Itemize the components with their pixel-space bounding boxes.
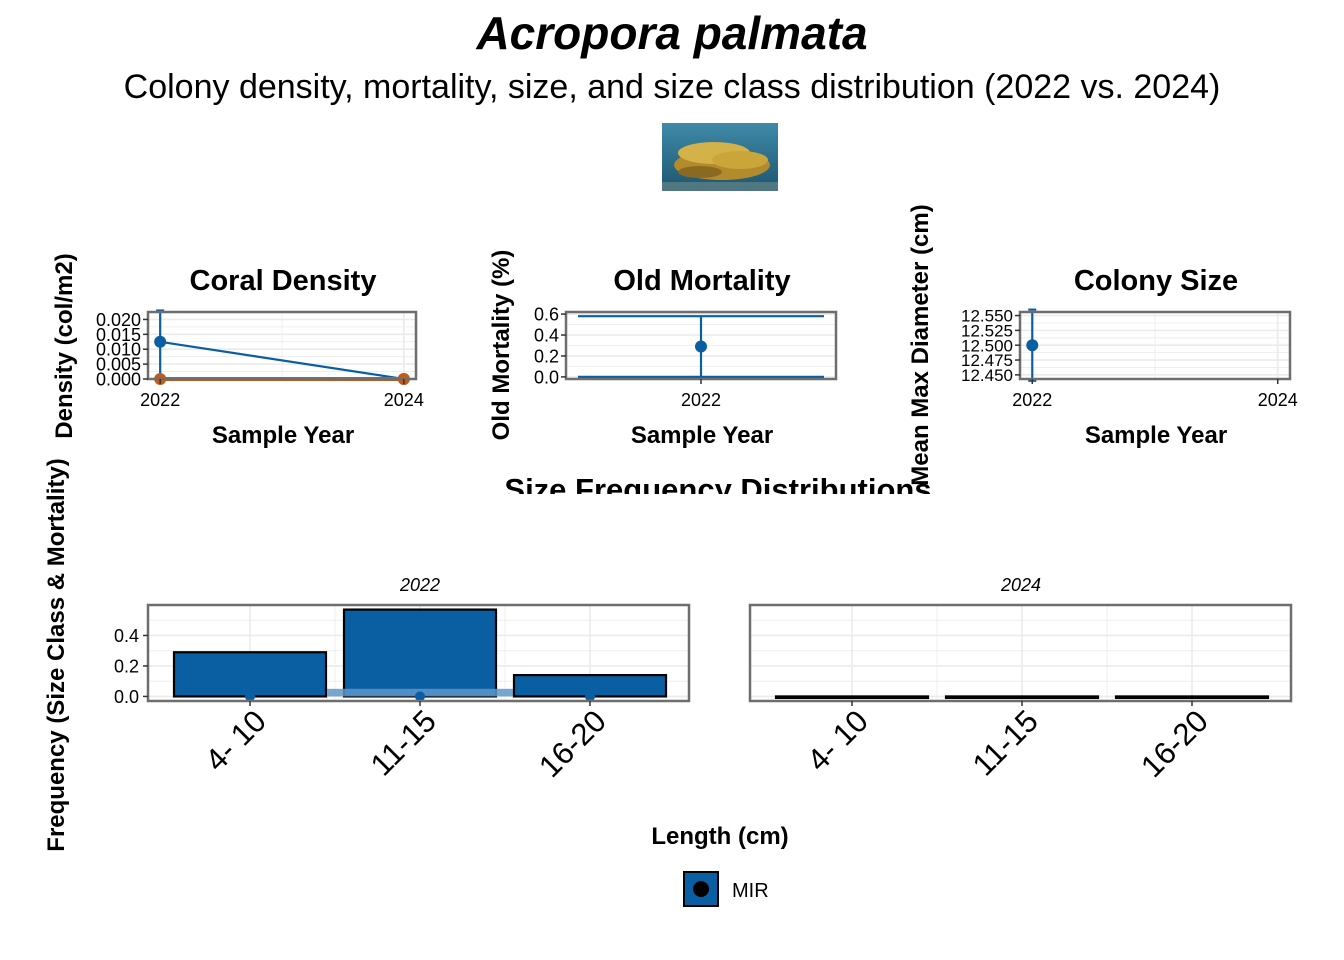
data-point bbox=[1026, 339, 1039, 352]
y-tick-label: 12.500 bbox=[961, 336, 1013, 355]
y-tick-label: 0.2 bbox=[114, 656, 139, 676]
bar bbox=[342, 608, 498, 698]
data-point bbox=[245, 691, 255, 702]
x-category-label: 11-15 bbox=[966, 703, 1045, 782]
panel-colony-size: Colony Size 12.45012.47512.50012.52512.5… bbox=[907, 204, 1298, 485]
colony-size-grid bbox=[1020, 312, 1290, 379]
size-frequency-x-title: Length (cm) bbox=[651, 823, 788, 850]
panel-size-frequency: 2022 2024 0.00.20.4 4- 10 11-15 16-20 4- 10… bbox=[43, 458, 1293, 852]
x-tick-label: 2024 bbox=[384, 390, 424, 410]
x-category-label: 16-20 bbox=[1134, 703, 1215, 784]
x-category-label: 11-15 bbox=[364, 703, 443, 782]
data-point bbox=[415, 691, 425, 702]
old-mortality-y-ticks: 0.00.20.40.6 bbox=[534, 305, 566, 387]
old-mortality-marks bbox=[578, 315, 824, 379]
coral-density-y-title: Density (col/m2) bbox=[51, 253, 78, 438]
coral-density-title: Coral Density bbox=[190, 265, 377, 297]
colony-size-x-ticks: 2022 2024 bbox=[1012, 379, 1298, 410]
old-mortality-x-ticks: 2022 bbox=[681, 379, 721, 410]
data-point bbox=[154, 335, 167, 348]
facet-label-2022: 2022 bbox=[399, 575, 440, 595]
bar bbox=[1114, 695, 1270, 700]
y-tick-label: 0.0 bbox=[114, 687, 139, 707]
colony-size-x-title: Sample Year bbox=[1085, 422, 1227, 449]
x-category-label: 4- 10 bbox=[198, 703, 273, 778]
x-category-label: 4- 10 bbox=[800, 703, 875, 778]
old-mortality-x-title: Sample Year bbox=[631, 422, 773, 449]
x-tick-label: 2022 bbox=[681, 390, 721, 410]
legend-label-mir: MIR bbox=[732, 880, 769, 902]
x-tick-label: 2024 bbox=[1258, 390, 1298, 410]
coral-density-x-ticks: 2022 2024 bbox=[140, 379, 424, 410]
series-line bbox=[160, 340, 404, 381]
facet-label-2024: 2024 bbox=[1000, 575, 1041, 595]
y-tick-label: 0.2 bbox=[534, 346, 559, 366]
y-tick-label: 12.475 bbox=[961, 351, 1013, 370]
old-mortality-title: Old Mortality bbox=[613, 265, 790, 297]
data-point bbox=[695, 340, 707, 353]
size-frequency-x-ticks: 4- 10 11-15 16-20 4- 10 11-15 16-20 bbox=[198, 701, 1215, 784]
bar bbox=[172, 651, 328, 698]
panel-coral-density: Coral Density 0.0000.0050.0100.0150.020 … bbox=[51, 253, 424, 449]
old-mortality-y-title: Old Mortality (%) bbox=[488, 250, 515, 441]
y-tick-label: 0.0 bbox=[534, 367, 559, 387]
page-title: Acropora palmata bbox=[476, 7, 868, 59]
y-tick-label: 0.6 bbox=[534, 305, 559, 325]
y-tick-label: 0.000 bbox=[96, 369, 141, 389]
size-frequency-y-ticks: 0.0 0.2 0.4 bbox=[114, 626, 148, 707]
y-tick-label: 12.550 bbox=[961, 307, 1013, 326]
page-subtitle: Colony density, mortality, size, and siz… bbox=[123, 68, 1221, 106]
size-frequency-y-title: Frequency (Size Class & Mortality) bbox=[43, 458, 70, 851]
colony-size-title: Colony Size bbox=[1074, 265, 1238, 297]
y-tick-label: 0.015 bbox=[96, 325, 141, 345]
legend: MIR bbox=[683, 871, 769, 907]
x-tick-label: 2022 bbox=[1012, 390, 1052, 410]
y-tick-label: 0.4 bbox=[114, 626, 139, 646]
y-tick-label: 12.525 bbox=[961, 322, 1013, 341]
x-category-label: 16-20 bbox=[532, 703, 613, 784]
y-tick-label: 0.010 bbox=[96, 340, 141, 360]
size-frequency-title: Size Frequency Distributions bbox=[504, 472, 931, 507]
size-frequency-bars bbox=[172, 608, 1270, 702]
bar bbox=[944, 695, 1100, 700]
legend-point-icon bbox=[693, 881, 709, 897]
panel-old-mortality: Old Mortality 0.00.20.40.6 2022 Sample Y… bbox=[488, 250, 838, 449]
colony-size-y-title: Mean Max Diameter (cm) bbox=[907, 204, 934, 485]
data-point bbox=[585, 691, 595, 702]
coral-photo-icon bbox=[662, 123, 778, 191]
y-tick-label: 0.4 bbox=[534, 326, 559, 346]
coral-density-x-title: Sample Year bbox=[212, 422, 354, 449]
y-tick-label: 0.020 bbox=[96, 310, 141, 330]
y-tick-label: 0.005 bbox=[96, 355, 141, 375]
x-tick-label: 2022 bbox=[140, 390, 180, 410]
y-tick-label: 12.450 bbox=[961, 366, 1013, 385]
bar bbox=[774, 695, 930, 700]
